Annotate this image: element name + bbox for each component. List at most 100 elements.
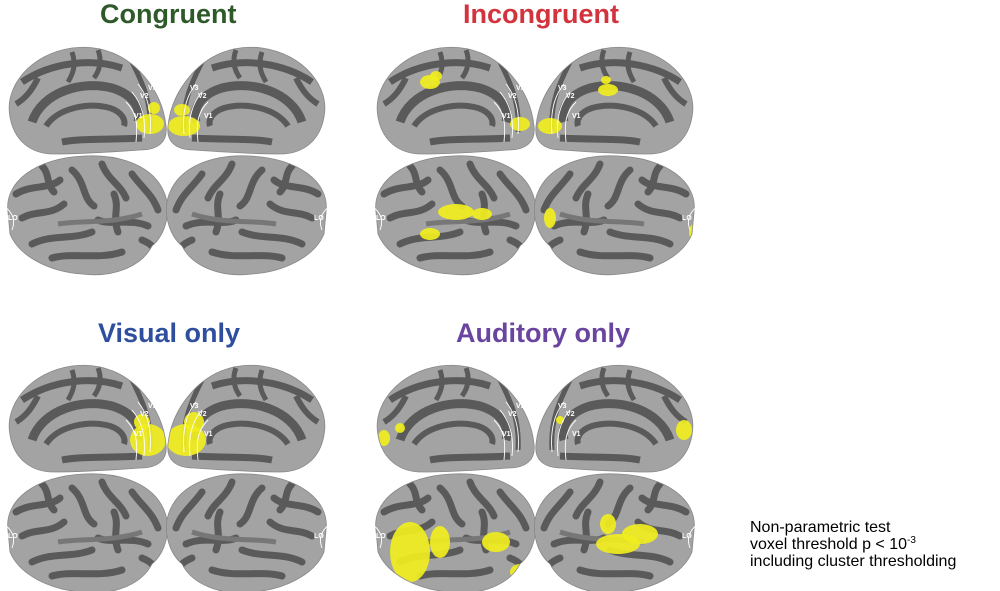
roi-outline	[319, 205, 331, 231]
activation-blob	[482, 532, 510, 552]
note-line-1: Non-parametric test	[750, 519, 891, 536]
activation-blob	[184, 412, 204, 432]
roi-label-v2: V2	[140, 93, 149, 100]
roi-outline	[687, 523, 699, 549]
roi-outline	[499, 91, 513, 139]
roi-label-lo: LO	[314, 533, 324, 540]
roi-label-v1: V1	[572, 431, 581, 438]
roi-outline	[505, 401, 519, 453]
activation-blob	[130, 424, 166, 456]
activation-blob	[148, 102, 160, 114]
right-lateral-hemisphere: LO	[166, 473, 331, 591]
roi-outline	[557, 409, 571, 457]
roi-label-v3: V3	[148, 403, 157, 410]
activation-blob	[510, 117, 530, 131]
roi-label-lo: LO	[376, 533, 386, 540]
activation-blob	[556, 416, 564, 424]
roi-label-lo: LO	[314, 215, 324, 222]
roi-label-v1: V1	[572, 113, 581, 120]
roi-label-v3: V3	[558, 85, 567, 92]
roi-outline	[551, 401, 565, 453]
activation-blob	[472, 208, 492, 220]
roi-label-v1: V1	[204, 113, 213, 120]
roi-label-v3: V3	[558, 403, 567, 410]
activation-blob	[438, 204, 474, 220]
activation-blob	[598, 84, 618, 96]
roi-outline	[3, 205, 15, 231]
right-lateral-hemisphere: LO	[534, 473, 699, 591]
roi-label-lo: LO	[8, 215, 18, 222]
activation-blob	[168, 116, 200, 136]
roi-outline	[564, 419, 577, 461]
roi-outline	[196, 419, 209, 461]
roi-label-v1: V1	[502, 431, 511, 438]
roi-label-v1: V1	[134, 431, 143, 438]
roi-outline	[3, 523, 15, 549]
panel-title-incongruent: Incongruent	[463, 0, 619, 29]
roi-label-v2: V2	[508, 93, 517, 100]
statistics-note: Non-parametric test voxel threshold p < …	[750, 519, 956, 570]
roi-outline	[196, 101, 209, 143]
left-lateral-hemisphere: LO	[3, 155, 168, 276]
right-lateral-hemisphere: LO	[166, 155, 331, 276]
panel-title-congruent: Congruent	[100, 0, 237, 29]
roi-outline	[137, 401, 151, 453]
roi-outline	[189, 91, 203, 139]
roi-label-lo: LO	[682, 215, 692, 222]
note-line-2: voxel threshold p < 10-3	[750, 535, 916, 554]
roi-label-lo: LO	[682, 533, 692, 540]
roi-outline	[493, 419, 506, 461]
roi-label-v2: V2	[198, 93, 207, 100]
activation-blob	[136, 114, 164, 134]
activation-blob	[395, 423, 405, 433]
roi-outline	[137, 83, 151, 135]
panel-title-auditory-only: Auditory only	[456, 318, 630, 348]
roi-outline	[183, 83, 197, 135]
roi-outline	[125, 101, 138, 143]
roi-outline	[557, 91, 571, 139]
activation-blob	[420, 228, 440, 240]
roi-label-v2: V2	[566, 411, 575, 418]
roi-label-v2: V2	[198, 411, 207, 418]
roi-outline	[493, 101, 506, 143]
roi-label-v2: V2	[566, 93, 575, 100]
activation-blob	[430, 526, 450, 558]
roi-label-v3: V3	[516, 85, 525, 92]
roi-outline	[687, 205, 699, 231]
roi-label-v2: V2	[140, 411, 149, 418]
roi-outline	[125, 419, 138, 461]
roi-outline	[183, 401, 197, 453]
activation-blob	[596, 534, 640, 554]
roi-outline	[371, 523, 383, 549]
activation-blob	[538, 118, 562, 134]
left-lateral-hemisphere: LO	[371, 473, 536, 591]
roi-outline	[319, 523, 331, 549]
roi-label-v2: V2	[508, 411, 517, 418]
roi-outline	[371, 205, 383, 231]
activation-blob	[544, 208, 556, 228]
roi-label-v1: V1	[134, 113, 143, 120]
activation-blob	[510, 564, 530, 580]
roi-outline	[551, 83, 565, 135]
roi-label-lo: LO	[376, 215, 386, 222]
roi-outline	[131, 91, 145, 139]
roi-label-lo: LO	[8, 533, 18, 540]
roi-label-v3: V3	[516, 403, 525, 410]
left-lateral-hemisphere: LO	[3, 473, 168, 591]
roi-label-v1: V1	[204, 431, 213, 438]
roi-outline	[505, 83, 519, 135]
roi-outline	[189, 409, 203, 457]
